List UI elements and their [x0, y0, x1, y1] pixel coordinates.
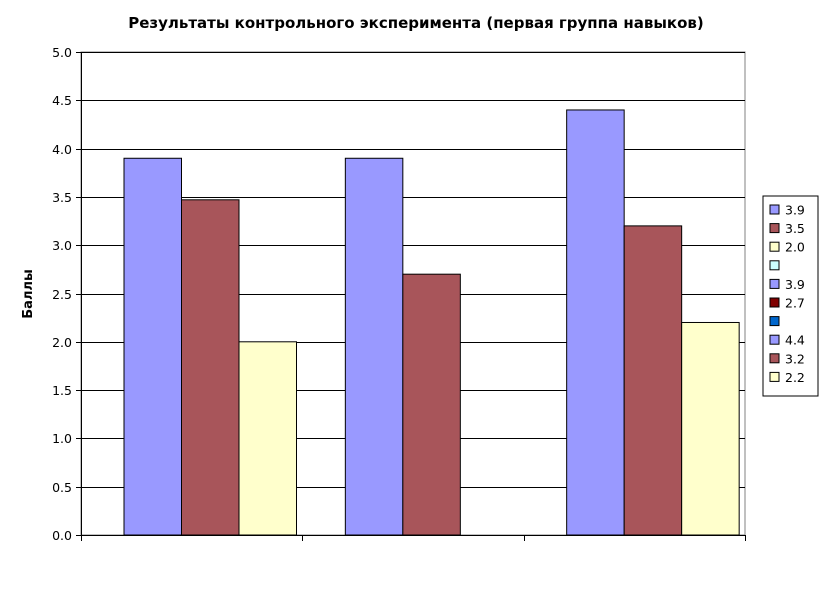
legend-swatch — [769, 204, 780, 215]
bar — [402, 273, 461, 536]
plot-area: 0.0 0.5 1.0 1.5 2.0 2.5 3.0 3.5 4.0 4.5 5.0 — [52, 45, 746, 543]
y-tick-label: 0.5 — [52, 480, 72, 495]
bar — [181, 199, 240, 536]
bar — [623, 225, 683, 536]
y-tick-label: 4.0 — [52, 142, 72, 157]
chart-title: Результаты контрольного эксперимента (пе… — [128, 14, 704, 32]
y-tick-label: 1.0 — [52, 431, 72, 446]
legend-swatch — [769, 316, 780, 327]
legend-label: 3.9 — [785, 203, 805, 218]
y-axis-label: Баллы — [21, 269, 36, 318]
bar — [344, 157, 404, 536]
y-tick-label: 3.5 — [52, 190, 72, 205]
legend-swatch — [769, 334, 780, 345]
legend-swatch — [769, 353, 780, 364]
legend: 3.9 3.5 2.0 3.9 2.7 4.4 3.2 2.2 — [762, 195, 819, 397]
legend-label: 3.2 — [785, 351, 805, 366]
legend-swatch — [769, 260, 780, 271]
legend-label: 2.0 — [785, 240, 805, 255]
y-tick-label: 2.5 — [52, 287, 72, 302]
bar — [238, 341, 297, 536]
y-tick-label: 1.5 — [52, 383, 72, 398]
legend-label: 3.9 — [785, 277, 805, 292]
y-tick-label: 4.5 — [52, 93, 72, 108]
y-tick-label: 3.0 — [52, 238, 72, 253]
bar — [123, 157, 182, 536]
legend-swatch — [769, 297, 780, 308]
legend-label: 2.7 — [785, 296, 805, 311]
bar — [681, 321, 740, 536]
legend-label: 3.5 — [785, 221, 805, 236]
legend-label: 2.2 — [785, 370, 805, 385]
legend-swatch — [769, 371, 780, 382]
legend-swatch — [769, 278, 780, 289]
legend-swatch — [769, 223, 780, 234]
y-tick-label: 2.0 — [52, 335, 72, 350]
bar — [566, 109, 625, 536]
y-tick-label: 5.0 — [52, 45, 72, 60]
legend-swatch — [769, 241, 780, 252]
legend-label: 4.4 — [785, 333, 805, 348]
y-tick-label: 0.0 — [52, 528, 72, 543]
